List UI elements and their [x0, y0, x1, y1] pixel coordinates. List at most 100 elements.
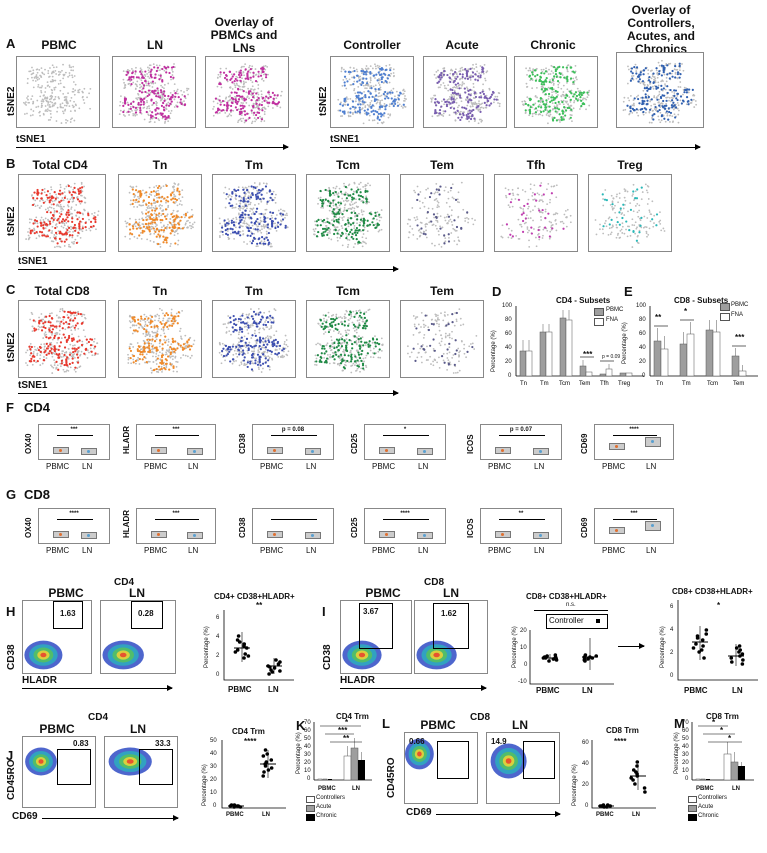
- density-cloud: [102, 640, 144, 670]
- ytick: 10: [210, 790, 217, 796]
- tsne-dots: [430, 63, 501, 125]
- marker-label: CD38: [238, 433, 247, 454]
- panel-i-legend-square-icon: [596, 619, 600, 623]
- significance-bar: [57, 519, 93, 520]
- panel-i-sig: *: [717, 601, 721, 610]
- panel-j-group: CD4: [88, 712, 109, 723]
- ytick: 0: [670, 673, 674, 679]
- panel-l-x-arrow: [436, 811, 561, 817]
- ytick: 20: [520, 628, 527, 634]
- group-label-ln: LN: [646, 462, 657, 471]
- group-label-pbmc: PBMC: [488, 546, 512, 555]
- ytick: 10: [304, 768, 311, 774]
- density-cloud: [416, 640, 457, 670]
- gate-box: [139, 749, 173, 785]
- panel-i-legend-label: Controller: [549, 616, 584, 625]
- dot: [539, 450, 542, 453]
- significance-label: ***: [172, 427, 180, 433]
- panel-j-flow-label-pbmc: PBMC: [39, 722, 75, 736]
- panel-j-sig: ****: [244, 737, 257, 746]
- panel-l-scatter-ylabel: Percentage (%): [572, 764, 578, 806]
- panel-m-legend-acute: Acute: [698, 804, 714, 810]
- significance-bar: [155, 435, 199, 436]
- flow-plot-cd4-trm-ln: 33.3: [104, 736, 178, 808]
- dot: [193, 450, 196, 453]
- panel-k-group-pbmc: PBMC: [318, 786, 336, 792]
- ytick: 0: [307, 776, 311, 782]
- ytick: 20: [682, 760, 689, 766]
- panel-b-title-tn: Tn: [152, 158, 168, 172]
- panel-i-scatter-group-ln-left: LN: [582, 686, 593, 695]
- panel-h-scatter-group-ln: LN: [268, 685, 279, 694]
- group-label-pbmc: PBMC: [46, 462, 70, 471]
- panel-d-bar-chart: Tn Tm Tcm Tem Tfh Treg: [515, 306, 644, 387]
- ytick: 6: [670, 604, 674, 610]
- gate-value: 33.3: [155, 739, 171, 748]
- tsne-cd8-tcm: [306, 300, 390, 378]
- boxplot-f-1: ***: [136, 424, 216, 460]
- tsne-plot-overlay-pbmc-ln: [205, 56, 289, 128]
- flow-plot-cd8-trm-pbmc: 0.66: [404, 732, 478, 804]
- panel-i-x-arrow: [340, 685, 487, 691]
- panel-a-title-ln: LN: [147, 38, 163, 52]
- gate-value: 0.28: [138, 609, 154, 618]
- flow-plot-cd8-pbmc: 3.67: [340, 600, 412, 674]
- panel-h-xlabel: HLADR: [22, 675, 57, 686]
- tsne-dots: [127, 307, 196, 374]
- panel-i-legend-box: [546, 614, 608, 629]
- significance-bar: [271, 435, 317, 436]
- panel-d-sig-tem: ***: [583, 350, 593, 359]
- panel-l-group: CD8: [470, 712, 491, 723]
- group-label-ln: LN: [82, 462, 93, 471]
- group-label-ln: LN: [646, 546, 657, 555]
- flow-plot-cd8-trm-ln: 14.9: [486, 732, 560, 804]
- panel-e-legend-swatch-pbmc: [720, 303, 730, 311]
- gate-box: [131, 601, 163, 629]
- tsne-plot-acute: [423, 56, 507, 128]
- panel-l-flow-label-pbmc: PBMC: [420, 718, 456, 732]
- panel-m-sig-2: *: [720, 726, 724, 735]
- significance-bar: [499, 519, 545, 520]
- ytick: 20: [582, 782, 589, 788]
- panel-m-ylabel: Percentage (%): [674, 732, 680, 774]
- tsne-cd4-tcm: [306, 174, 390, 252]
- panel-i-scatter-plot-left: [529, 630, 614, 685]
- panel-m-legend-chronic: Chronic: [698, 813, 719, 819]
- density-cloud: [108, 747, 152, 776]
- panel-a-xlabel: tSNE1: [16, 134, 46, 145]
- ytick: 6: [216, 615, 220, 621]
- panel-h-x-arrow: [22, 685, 173, 691]
- panel-e-ytick: 60: [639, 331, 646, 337]
- panel-b-letter: B: [6, 156, 16, 171]
- panel-a-title-overlay-pbmc-ln: Overlay of PBMCs and LNs: [210, 15, 278, 55]
- significance-bar: [383, 519, 429, 520]
- panel-i-scatter-title-left: CD8+ CD38+HLADR+: [526, 592, 607, 601]
- gate-value: 1.62: [441, 609, 457, 618]
- ytick: 10: [520, 645, 527, 651]
- tsne-plot-chronic: [514, 56, 598, 128]
- panel-e-ytick: 100: [636, 303, 647, 309]
- gate-value: 14.9: [491, 737, 507, 746]
- ytick: 2: [670, 650, 674, 656]
- marker-label: CD69: [580, 433, 589, 454]
- tsne-cd4-tm: [212, 174, 296, 252]
- panel-c-title-tm: Tm: [245, 284, 263, 298]
- density-cloud: [24, 640, 63, 670]
- density-cloud: [490, 743, 527, 779]
- ytick: 0: [524, 662, 528, 668]
- significance-bar: [499, 435, 545, 436]
- marker-label: OX40: [24, 517, 33, 538]
- panel-c-title-tem: Tem: [430, 284, 454, 298]
- panel-h-scatter-group-pbmc: PBMC: [228, 685, 252, 694]
- ytick: 30: [682, 752, 689, 758]
- boxplot-f-3: *: [364, 424, 446, 460]
- panel-k-sig-2: ***: [338, 726, 348, 735]
- panel-i-group: CD8: [424, 577, 445, 588]
- panel-h-flow-label-pbmc: PBMC: [48, 586, 84, 600]
- tsne-dots: [118, 63, 190, 124]
- panel-i-letter: I: [322, 604, 326, 619]
- ytick: 60: [304, 728, 311, 734]
- panel-l-flow-label-ln: LN: [512, 718, 528, 732]
- significance-label: p = 0.08: [281, 427, 305, 433]
- panel-m-sig-3: *: [728, 734, 732, 743]
